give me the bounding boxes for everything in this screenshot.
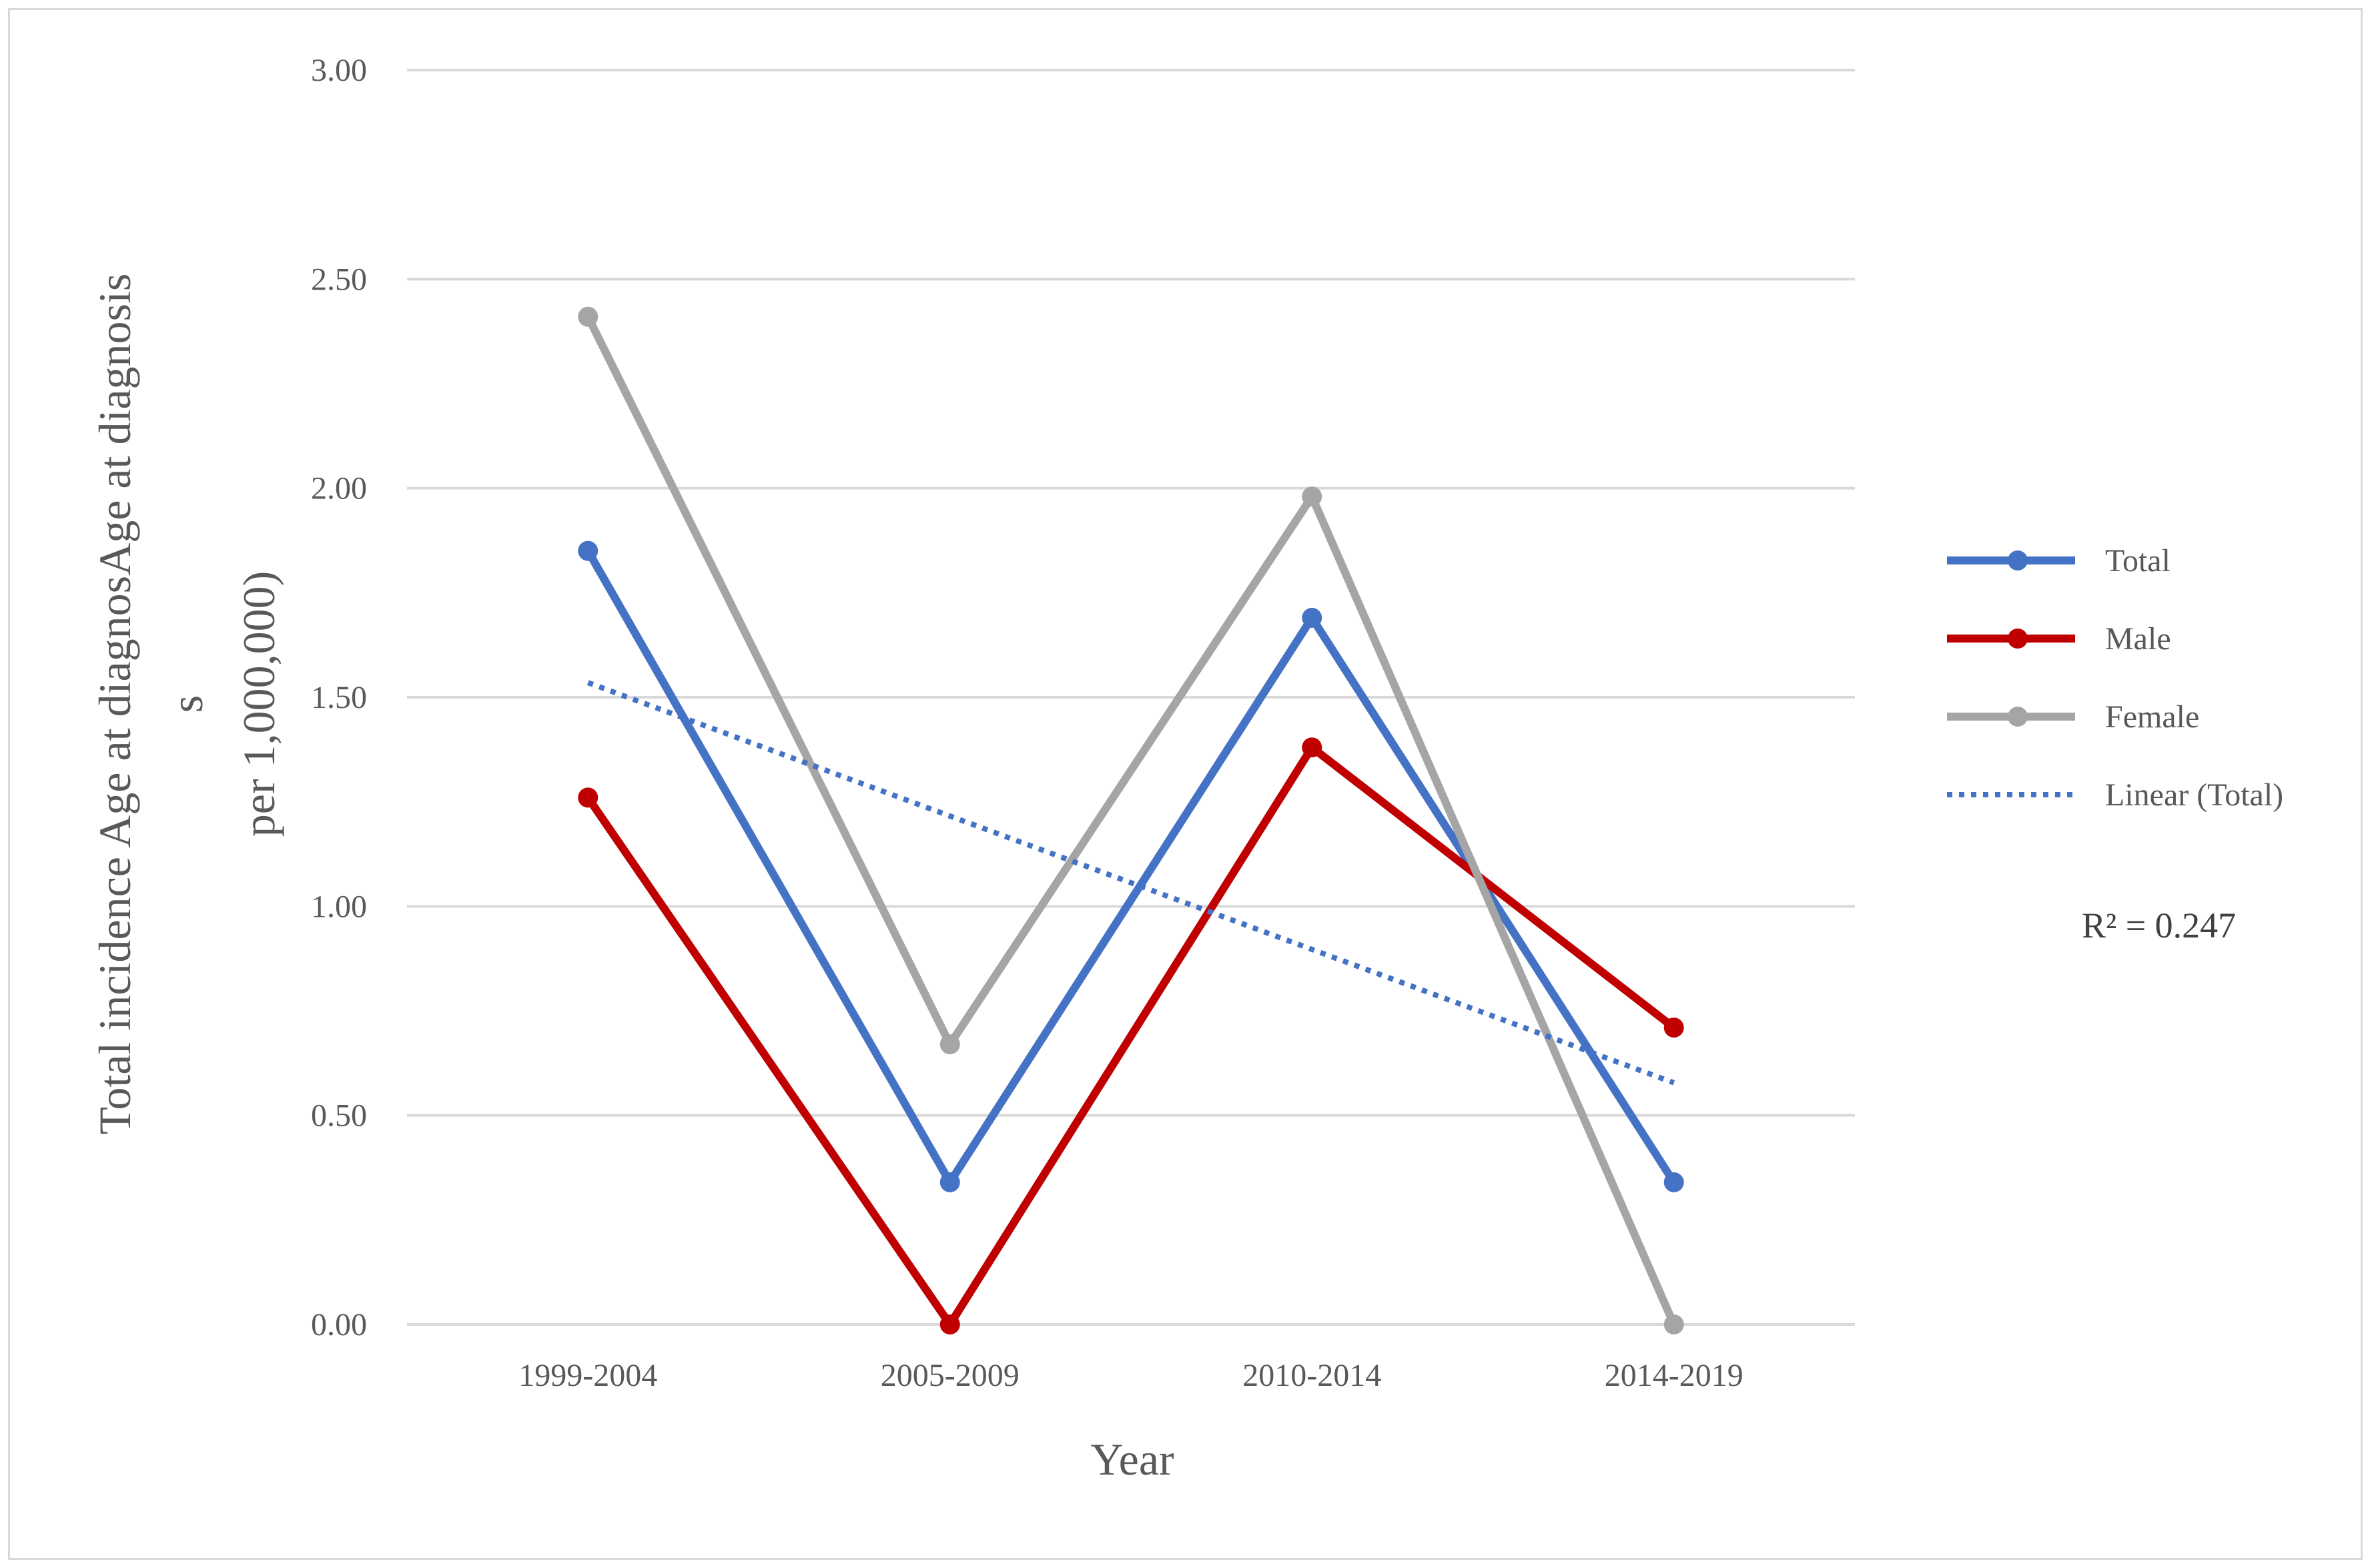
series-lines <box>584 315 1678 1328</box>
legend-item: Male <box>1947 621 2171 657</box>
series-line-female <box>584 315 1678 1326</box>
series-line-male <box>584 743 1677 1328</box>
legend-marker <box>2008 707 2028 727</box>
marker-female-point <box>1302 486 1322 507</box>
x-tick-label: 2014-2019 <box>1605 1358 1743 1393</box>
legend-label: Male <box>2105 621 2171 657</box>
series-markers <box>578 306 1684 1334</box>
y-axis-title-line-2: s <box>161 695 212 713</box>
chart-frame <box>8 8 2363 1560</box>
legend-item: Total <box>1947 543 2170 578</box>
legend-item: Female <box>1947 699 2199 735</box>
x-tick-label: 2005-2009 <box>881 1358 1020 1393</box>
y-tick-label: 2.50 <box>311 262 367 297</box>
marker-female-point <box>578 306 599 327</box>
marker-total-point <box>1302 607 1322 628</box>
marker-male-point <box>1302 737 1322 758</box>
y-tick-label: 3.00 <box>311 53 367 88</box>
trendline <box>586 680 1675 1086</box>
marker-total-point <box>939 1172 960 1192</box>
y-axis-title: Total incidence Age at diagnosAge at dia… <box>89 274 284 1135</box>
y-tick-label: 2.00 <box>311 471 367 506</box>
legend-label: Linear (Total) <box>2105 777 2283 813</box>
marker-total-point <box>578 540 599 561</box>
marker-male-point <box>1663 1018 1684 1038</box>
r-squared-label: R² = 0.247 <box>2082 905 2236 945</box>
y-tick-label: 0.00 <box>311 1307 367 1342</box>
y-axis-ticks: 0.00 0.50 1.00 1.50 2.00 2.50 3.00 <box>311 53 367 1342</box>
marker-female-point <box>939 1034 960 1055</box>
y-tick-label: 0.50 <box>311 1098 367 1134</box>
marker-total-point <box>1663 1172 1684 1192</box>
legend-label: Female <box>2105 699 2199 735</box>
legend-item: Linear (Total) <box>1947 777 2283 813</box>
x-axis-ticks: 1999-2004 2005-2009 2010-2014 2014-2019 <box>518 1358 1743 1393</box>
trendline-linear-total <box>586 680 1675 1086</box>
legend: Total Male Female Linear (Total) <box>1947 543 2283 813</box>
gridlines <box>407 69 1855 1326</box>
y-tick-label: 1.50 <box>311 680 367 715</box>
legend-label: Total <box>2105 543 2170 578</box>
marker-male-point <box>578 787 599 808</box>
x-tick-label: 2010-2014 <box>1242 1358 1381 1393</box>
legend-marker <box>2008 550 2028 570</box>
x-tick-label: 1999-2004 <box>518 1358 657 1393</box>
y-axis-title-line-1: Total incidence Age at diagnosAge at dia… <box>89 274 140 1135</box>
marker-female-point <box>1663 1314 1684 1334</box>
series-line-total <box>584 548 1677 1186</box>
marker-male-point <box>939 1314 960 1334</box>
y-tick-label: 1.00 <box>311 889 367 924</box>
x-axis-title: Year <box>1090 1434 1174 1485</box>
y-axis-title-line-3: per 1,000,000) <box>234 571 284 837</box>
legend-marker <box>2008 629 2028 649</box>
